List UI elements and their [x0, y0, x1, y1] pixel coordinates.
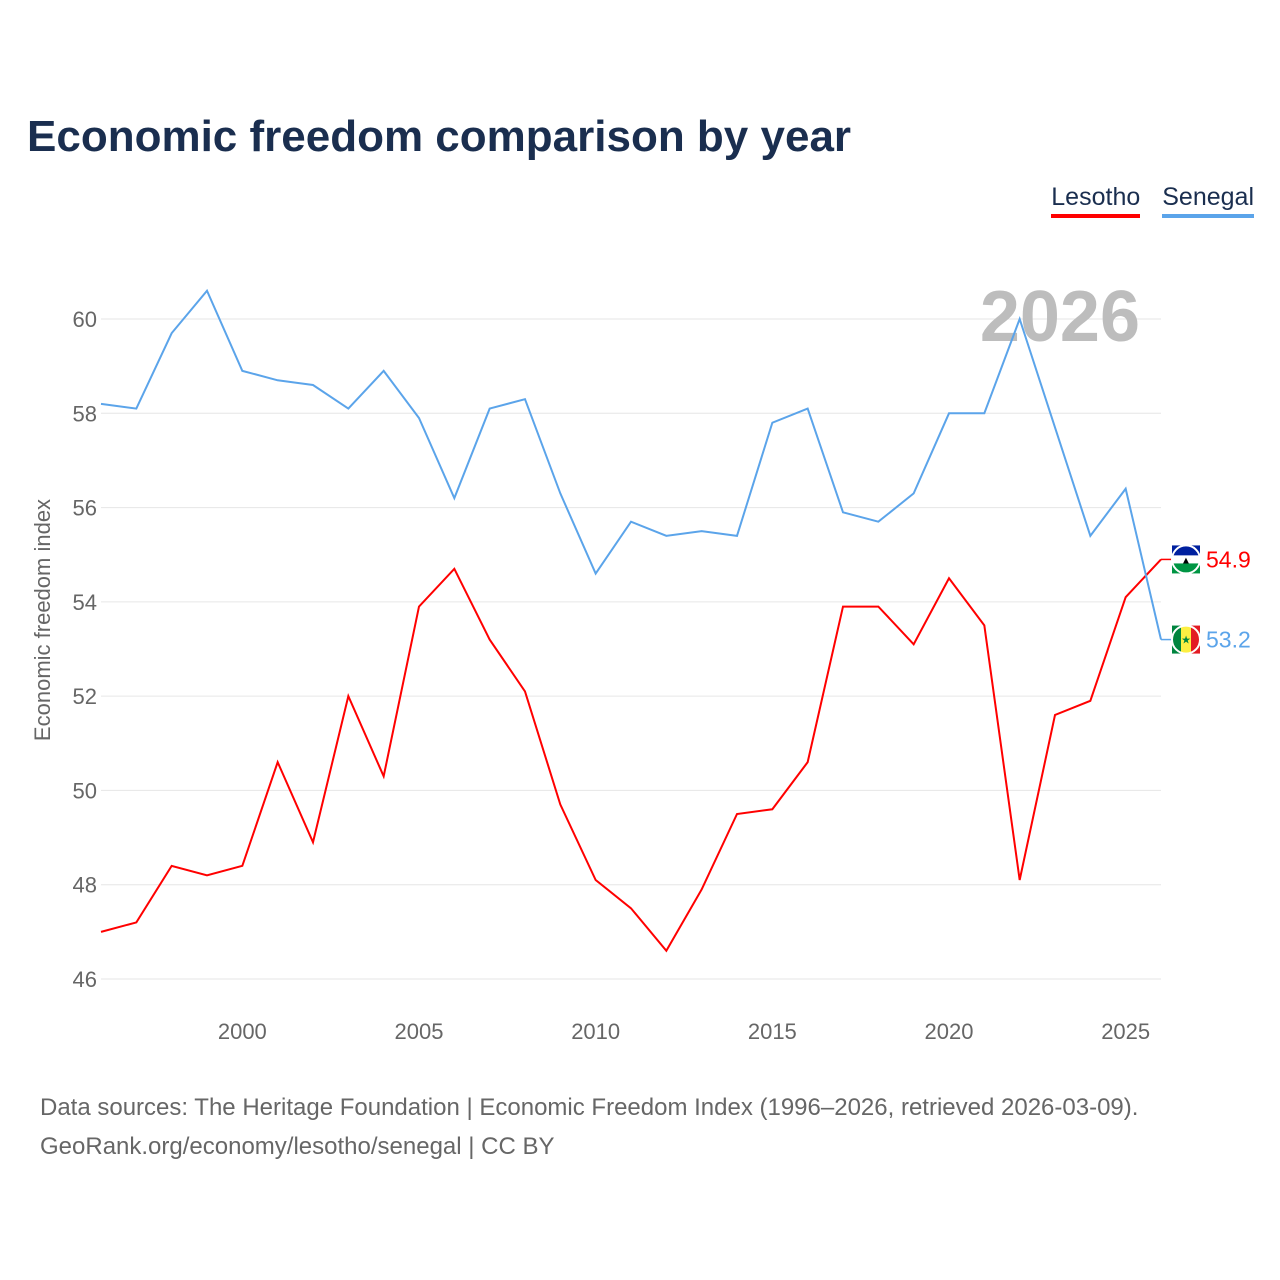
flag-lesotho-green [1172, 563, 1200, 574]
series-line-senegal [100, 288, 1162, 640]
y-tick-label: 46 [73, 967, 97, 992]
y-tick-label: 56 [73, 496, 97, 521]
y-tick-label: 54 [73, 590, 97, 615]
x-tick-label: 2025 [1101, 1019, 1150, 1044]
flag-senegal-green [1172, 625, 1181, 654]
y-tick-label: 58 [73, 401, 97, 426]
end-value-label: 53.2 [1206, 627, 1251, 653]
flag-senegal-yellow [1181, 625, 1191, 654]
y-tick-label: 48 [73, 873, 97, 898]
legend: Lesotho Senegal [1051, 183, 1254, 218]
flag-border [1171, 624, 1201, 655]
year-watermark: 2026 [980, 277, 1140, 357]
flag-border [1171, 544, 1201, 575]
x-tick-label: 2015 [748, 1019, 797, 1044]
chart-title: Economic freedom comparison by year [27, 112, 852, 161]
x-tick-label: 2020 [925, 1019, 974, 1044]
legend-senegal[interactable]: Senegal [1162, 183, 1254, 218]
flag-senegal-star-icon: ★ [1181, 635, 1191, 647]
flag-lesotho-blue [1172, 545, 1200, 556]
series-line-lesotho [100, 558, 1162, 953]
footer: Data sources: The Heritage Foundation | … [40, 1088, 1138, 1166]
flag-senegal-red [1191, 625, 1200, 654]
x-tick-label: 2000 [218, 1019, 267, 1044]
x-tick-label: 2005 [395, 1019, 444, 1044]
y-tick-label: 52 [73, 684, 97, 709]
legend-lesotho[interactable]: Lesotho [1051, 183, 1141, 218]
source-link[interactable]: GeoRank.org/economy/lesotho/senegal | CC… [40, 1133, 555, 1160]
end-value-label: 54.9 [1206, 546, 1251, 572]
y-tick-label: 60 [73, 307, 97, 332]
source-text: Data sources: The Heritage Foundation | … [40, 1094, 1139, 1121]
y-axis-label: Economic freedom index [30, 499, 55, 741]
flag-lesotho-white [1172, 555, 1200, 564]
flag-lesotho-hat-icon: ▲ [1181, 555, 1191, 566]
x-tick-label: 2010 [571, 1019, 620, 1044]
y-tick-label: 50 [73, 778, 97, 803]
